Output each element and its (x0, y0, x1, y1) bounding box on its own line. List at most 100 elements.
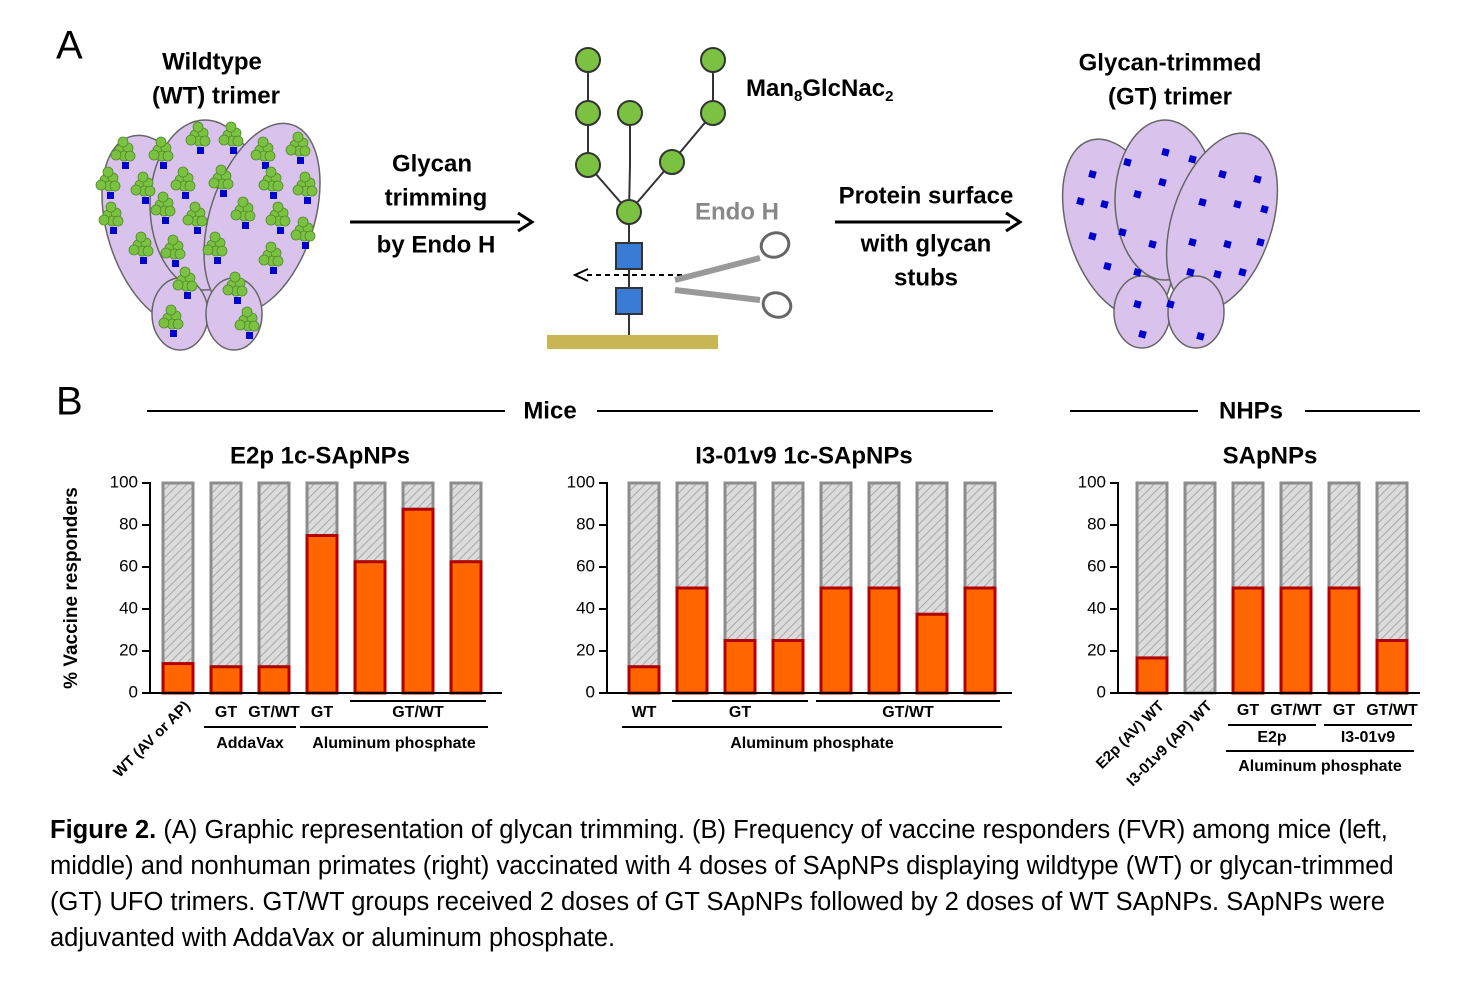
glycan-stub (1196, 332, 1205, 341)
x-tick-label: WT (AV or AP) (110, 698, 193, 781)
step-label: trimming (385, 184, 488, 211)
glycan-sugar (234, 319, 246, 331)
y-tick-label: 100 (567, 472, 595, 491)
y-tick-label: 40 (1087, 598, 1106, 617)
glycan-sugar (264, 150, 276, 162)
glycan-stub (277, 227, 284, 234)
bar (1135, 656, 1169, 695)
glycan-stub (162, 217, 169, 224)
glycan-sugar (189, 201, 201, 213)
bar-remainder (1279, 481, 1313, 590)
glycan-stub (234, 297, 241, 304)
glycan-stub (1088, 170, 1097, 179)
glycan-sugar (257, 136, 269, 148)
bar-remainder (353, 481, 387, 564)
bar (1231, 586, 1265, 695)
glycan-sugar (172, 318, 184, 330)
group-label: Aluminum phosphate (730, 735, 894, 752)
glycan-stub (1188, 155, 1197, 164)
bar (963, 586, 997, 695)
step-label: Glycan (392, 150, 472, 177)
y-axis-label: % Vaccine responders (61, 487, 82, 689)
glycan-sugar (124, 150, 136, 162)
glycan-sugar (95, 179, 107, 191)
y-tick-label: 40 (576, 598, 595, 617)
glycan-sugar (142, 245, 154, 257)
glycan-sugar (285, 144, 297, 156)
caption: Figure 2. (A) Graphic representation of … (50, 812, 1450, 956)
glycan-stub (262, 162, 269, 169)
x-tick-label: GT/WT (248, 704, 300, 721)
glycan-sugar (192, 121, 204, 133)
glycan-sugar (148, 149, 160, 161)
glycan-sugar (306, 185, 318, 197)
glycan-sugar (105, 201, 117, 213)
glycan-sugar (279, 215, 291, 227)
y-tick-label: 20 (1087, 640, 1106, 659)
bar (819, 586, 853, 695)
gt-trimer (1061, 119, 1279, 349)
glycan-sugar (174, 248, 186, 260)
gt-label: Glycan-trimmed (1079, 49, 1262, 76)
glycan-sugar (292, 184, 304, 196)
y-tick-label: 80 (1087, 514, 1106, 533)
arrow-head (517, 211, 535, 233)
arrow-head (572, 268, 589, 282)
caption-label: Figure 2. (50, 816, 157, 844)
subgroup-label: GT/WT (882, 704, 934, 721)
y-tick-label: 60 (1087, 556, 1106, 575)
glycan-sugar (299, 171, 311, 183)
bar-remainder (771, 481, 805, 642)
glycan-stub (1103, 262, 1112, 271)
glycan-stub (107, 192, 114, 199)
bar (305, 534, 339, 695)
step-label: Protein surface (839, 182, 1014, 209)
glycan-stub (297, 157, 304, 164)
glycan-sugar (250, 149, 262, 161)
glycan-sugar (172, 279, 184, 291)
group-header: Mice (523, 397, 576, 424)
glycan-stub (1076, 197, 1085, 206)
panel-label: A (56, 24, 83, 68)
chart-title: E2p 1c-SApNPs (230, 442, 410, 469)
glycan-sugar (144, 185, 156, 197)
subgroup-label: E2p (1257, 729, 1287, 746)
arrow-head (1005, 211, 1023, 233)
bar-remainder (723, 481, 757, 642)
glycan-sugar (236, 285, 248, 297)
enzyme-label: Endo H (695, 198, 779, 225)
bar-remainder (867, 481, 901, 590)
glycan-stub (1233, 200, 1242, 209)
glycan-sugar (230, 209, 242, 221)
chart-title: I3-01v9 1c-SApNPs (695, 442, 912, 469)
glycan-stub (246, 332, 253, 339)
wt-label: Wildtype (162, 48, 262, 75)
y-tick-label: 0 (129, 682, 138, 701)
wt-trimer (95, 119, 321, 351)
glycan-stub (270, 267, 277, 274)
glycan-stub (1158, 178, 1167, 187)
glycan-sugar (272, 180, 284, 192)
glycan-subscript: 8 (794, 88, 802, 105)
glycan-stub (304, 197, 311, 204)
glycan-sugar (241, 306, 253, 318)
y-tick-label: 60 (576, 556, 595, 575)
glycan-sugar (215, 164, 227, 176)
bar (915, 612, 949, 695)
y-tick-label: 60 (119, 556, 138, 575)
group-label: AddaVax (216, 735, 284, 752)
bar-remainder (209, 481, 243, 669)
glycan-sugar (199, 135, 211, 147)
chart-title: SApNPs (1223, 442, 1318, 469)
glycan-sugar (102, 166, 114, 178)
glycan-stub (302, 242, 309, 249)
glycan-stub (1223, 240, 1232, 249)
glycan-sugar (196, 215, 208, 227)
glycan-sugar (158, 317, 170, 329)
glycan-label: Man8GlcNac2 (746, 75, 893, 105)
figure-graphics: A Wildtype (WT) trimer Glycan trimming b… (56, 24, 1420, 790)
bar (353, 560, 387, 695)
bar (161, 662, 195, 695)
y-tick-label: 80 (119, 514, 138, 533)
